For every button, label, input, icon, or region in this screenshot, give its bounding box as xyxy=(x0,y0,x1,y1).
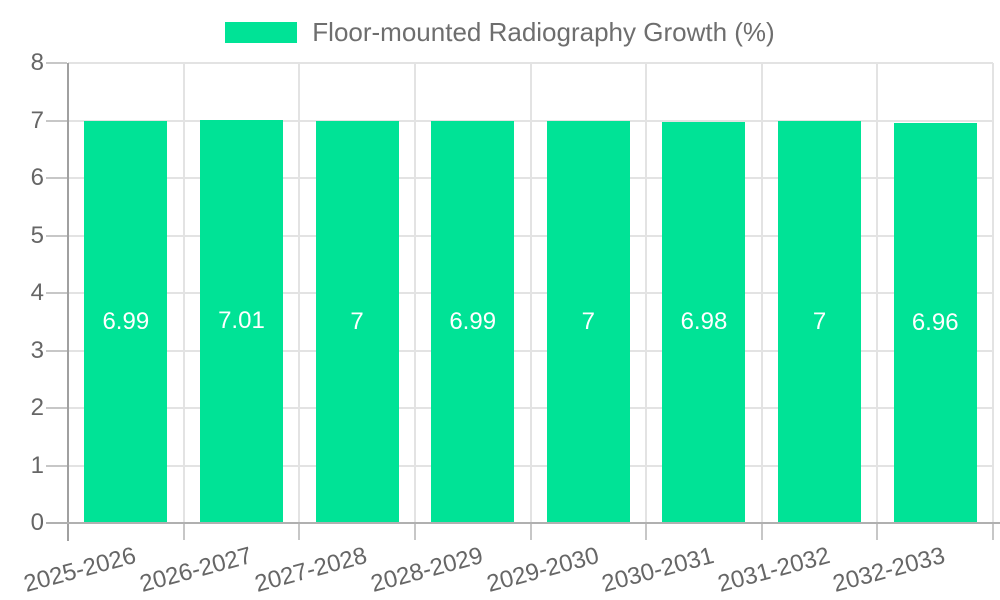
y-axis-label: 4 xyxy=(30,279,44,306)
y-axis-label: 8 xyxy=(30,49,44,76)
y-tick xyxy=(46,177,67,179)
x-axis-label: 2027-2028 xyxy=(252,542,371,598)
legend-swatch xyxy=(225,21,298,43)
y-tick xyxy=(46,464,67,467)
bar[interactable] xyxy=(84,121,168,523)
y-axis-label: 6 xyxy=(30,164,44,191)
x-tick xyxy=(298,523,301,540)
x-tick xyxy=(529,523,532,540)
v-gridline xyxy=(182,63,185,523)
x-tick xyxy=(876,523,879,540)
x-axis-label: 2030-2031 xyxy=(599,542,717,598)
bar[interactable] xyxy=(315,120,399,523)
bar[interactable] xyxy=(778,120,862,523)
x-axis-line xyxy=(46,522,1000,524)
x-tick xyxy=(645,523,648,540)
v-gridline xyxy=(876,63,879,523)
x-axis-label: 2031-2032 xyxy=(714,542,833,598)
v-gridline xyxy=(529,63,532,523)
v-gridline xyxy=(992,63,994,523)
v-gridline xyxy=(413,63,416,523)
x-axis-label: 2025-2026 xyxy=(20,542,139,598)
x-axis-label: 2032-2033 xyxy=(830,542,949,598)
y-axis-line xyxy=(67,63,69,541)
y-axis-label: 5 xyxy=(30,221,44,249)
bar[interactable] xyxy=(662,121,746,523)
legend-item[interactable]: Floor-mounted Radiography Growth (%) xyxy=(0,12,1000,52)
v-gridline xyxy=(760,63,763,523)
x-tick xyxy=(182,523,185,540)
bar[interactable] xyxy=(431,121,515,523)
v-gridline xyxy=(298,63,301,523)
y-tick xyxy=(46,119,67,122)
y-axis-label: 2 xyxy=(30,394,44,421)
y-tick xyxy=(46,234,67,237)
bar[interactable] xyxy=(199,119,283,523)
v-gridline xyxy=(645,63,648,523)
legend-label: Floor-mounted Radiography Growth (%) xyxy=(312,16,775,47)
y-axis-label: 7 xyxy=(30,106,44,134)
y-tick xyxy=(46,62,67,64)
x-axis-label: 2028-2029 xyxy=(367,542,486,598)
bar[interactable] xyxy=(893,122,977,523)
y-axis-label: 0 xyxy=(30,509,44,536)
y-axis-label: 1 xyxy=(30,451,44,479)
y-tick xyxy=(46,292,67,294)
x-tick xyxy=(992,523,994,540)
y-axis-label: 3 xyxy=(30,336,44,364)
x-tick xyxy=(760,523,763,540)
x-axis-label: 2029-2030 xyxy=(483,542,602,598)
x-axis-label: 2026-2027 xyxy=(136,542,255,598)
x-tick xyxy=(413,523,416,540)
y-tick xyxy=(46,407,67,409)
bar[interactable] xyxy=(546,120,630,523)
y-tick xyxy=(46,349,67,352)
